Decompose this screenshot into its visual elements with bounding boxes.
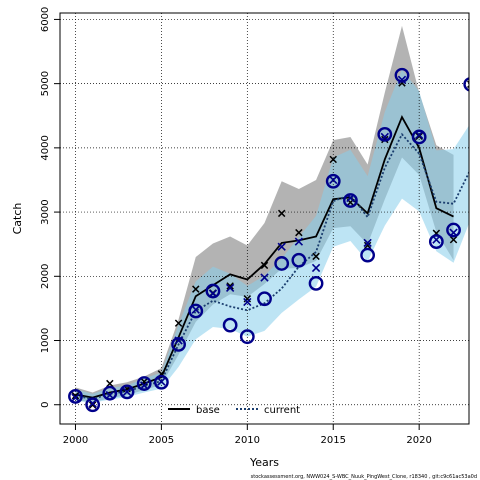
base-predicted-2017 <box>363 238 372 248</box>
observed-point-2017 <box>363 241 372 250</box>
y-tick-label-5000: 5000 <box>40 71 51 96</box>
current-predicted-2014 <box>308 275 324 291</box>
current-predicted-2021 <box>428 234 444 250</box>
current-predicted-2018 <box>377 126 393 142</box>
observed-point-2014 <box>312 252 320 261</box>
base-predicted-2000 <box>71 393 80 402</box>
current-predicted-2009 <box>222 317 238 333</box>
confidence-bands <box>75 25 469 403</box>
footnote: stockassessment.org, NWW024_S-WBC_Nuuk_P… <box>251 474 477 480</box>
base-predicted-2012 <box>277 242 286 251</box>
observed-point-2007 <box>192 285 200 293</box>
current-predicted-2007 <box>188 303 204 319</box>
current-predicted-2011 <box>257 291 272 307</box>
legend-current-label: current <box>264 405 300 416</box>
y-tick-label-3000: 3000 <box>40 199 51 224</box>
current-predicted-2004 <box>136 376 152 391</box>
observed-point-2015 <box>329 155 337 164</box>
base-predicted-2015 <box>329 175 338 185</box>
current-predicted-2005 <box>153 374 169 390</box>
y-tick-label-0: 0 <box>40 402 51 408</box>
plot-frame <box>59 12 470 425</box>
base-predicted-2001 <box>88 399 97 408</box>
current-predicted-2000 <box>68 388 83 404</box>
base-predicted-2010 <box>243 297 252 307</box>
current-predicted-2013 <box>291 252 307 268</box>
current-predicted-2012 <box>274 256 290 271</box>
current-predicted-2008 <box>205 283 221 299</box>
x-tick-label-2020: 2020 <box>406 435 431 446</box>
current-predicted-2003 <box>119 384 135 400</box>
current-predicted-2010 <box>239 329 255 345</box>
current-predicted-2023 <box>463 77 469 92</box>
base-predicted-2020 <box>414 130 424 140</box>
current-predicted-2001 <box>85 397 101 413</box>
current-predicted-2002 <box>102 385 118 401</box>
y-tick-label-1000: 1000 <box>40 328 51 353</box>
observed-point-2011 <box>260 261 269 270</box>
base-predicted-2005 <box>157 377 166 386</box>
observed-point-2020 <box>415 132 423 141</box>
x-tick-label-2015: 2015 <box>321 435 346 446</box>
x-tick-label-2005: 2005 <box>149 435 174 446</box>
base-predicted-2009 <box>225 283 235 293</box>
x-tick-label-2010: 2010 <box>235 435 260 446</box>
base-predicted-2021 <box>432 235 441 244</box>
x-axis: 2000 2005 2010 2015 2020 <box>63 424 432 446</box>
current-predicted-2020 <box>411 129 427 145</box>
observed-point-2006 <box>174 319 183 327</box>
grid-lines <box>60 13 469 424</box>
observed-point-2002 <box>106 379 114 388</box>
observed-point-2000 <box>71 392 80 400</box>
observed-point-2012 <box>277 209 286 218</box>
base-predicted-2007 <box>191 305 200 314</box>
x-axis-title: Years <box>249 456 279 469</box>
observed-point-2009 <box>226 282 234 290</box>
observation-markers <box>68 67 469 413</box>
base-predicted-2004 <box>140 381 149 390</box>
base-predicted-2003 <box>122 387 132 397</box>
legend-base-label: base <box>196 405 220 416</box>
y-tick-label-4000: 4000 <box>40 135 51 160</box>
base-predicted-2014 <box>311 263 321 273</box>
current-predicted-2017 <box>360 247 376 263</box>
y-tick-label-6000: 6000 <box>40 7 51 32</box>
observed-point-2013 <box>295 228 303 237</box>
legend: base current <box>168 405 300 416</box>
observed-point-2023 <box>466 80 469 89</box>
observed-point-2001 <box>88 401 97 409</box>
current-predicted-2015 <box>325 173 341 189</box>
base-predicted-2002 <box>105 390 115 400</box>
y-axis: 0 1000 2000 3000 4000 5000 6000 <box>40 7 60 408</box>
base-predicted-2013 <box>294 237 304 246</box>
line-current <box>75 132 469 400</box>
current-predicted-2019 <box>394 67 410 83</box>
observed-point-2022 <box>449 235 458 244</box>
current-predicted-2016 <box>343 193 358 208</box>
y-tick-label-2000: 2000 <box>40 264 51 289</box>
current-predicted-2022 <box>446 222 461 238</box>
x-tick-label-2000: 2000 <box>63 435 88 446</box>
y-axis-title: Catch <box>11 203 24 235</box>
current-predicted-2006 <box>171 336 186 352</box>
base-predicted-2011 <box>260 273 269 282</box>
